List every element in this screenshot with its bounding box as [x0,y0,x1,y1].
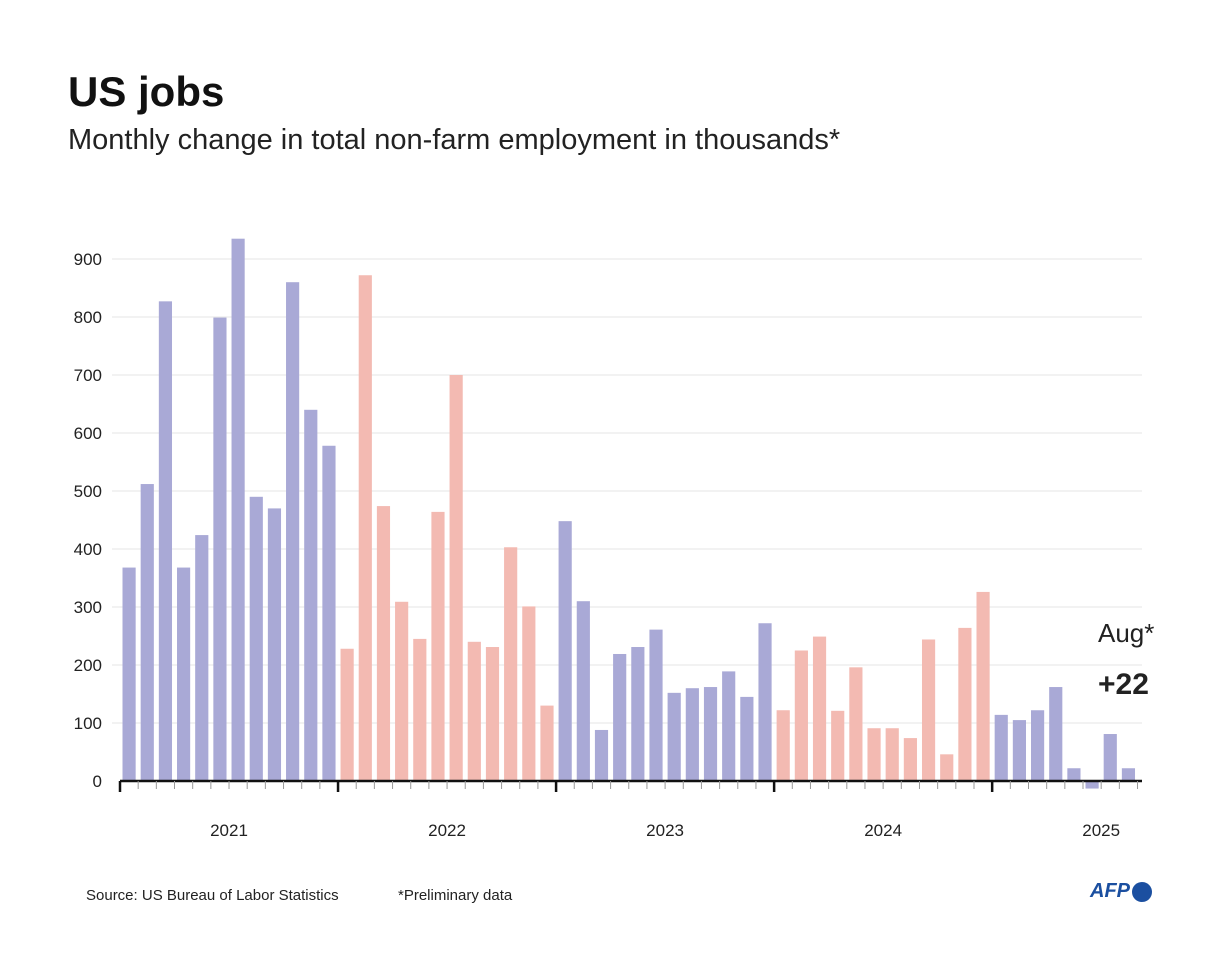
y-tick-label: 900 [74,250,102,269]
bar [776,710,790,781]
bar [1067,768,1081,781]
bar [522,606,536,781]
bar [885,728,899,781]
bar [140,484,154,781]
y-tick-label: 0 [93,772,102,791]
x-year-label: 2022 [428,821,466,840]
bar [576,601,590,781]
bar [794,650,808,781]
x-year-label: 2023 [646,821,684,840]
bar [976,591,990,781]
bar [249,496,263,781]
bar [195,535,209,781]
bar [122,567,136,781]
bar [395,601,409,781]
bar [540,705,554,781]
bar [1031,710,1045,781]
bar [376,506,391,781]
x-year-label: 2021 [210,821,248,840]
bar [304,409,318,781]
bar [558,521,572,781]
bar [685,688,699,781]
bar [831,710,845,781]
bar [340,648,354,781]
bar [467,641,481,781]
bar [177,567,191,781]
y-tick-label: 700 [74,366,102,385]
bar [158,301,173,781]
source-note: Source: US Bureau of Labor Statistics [86,887,339,904]
x-year-label: 2024 [864,821,902,840]
bar [1049,687,1063,781]
y-tick-label: 100 [74,714,102,733]
bar [213,317,227,781]
bar [358,275,372,781]
bar [286,282,300,781]
afp-logo-dot [1132,881,1152,902]
bar [231,238,245,781]
bar [594,729,609,781]
bar [722,671,736,781]
bar [758,623,772,781]
y-tick-label: 200 [74,656,102,675]
bar [613,653,627,781]
bar [1103,734,1117,781]
bar [703,687,718,781]
x-year-label: 2025 [1082,821,1120,840]
bar [812,636,827,781]
y-tick-label: 600 [74,424,102,443]
y-tick-label: 400 [74,540,102,559]
bar [958,627,972,781]
bar [1012,720,1026,781]
chart-title: US jobs [68,68,225,115]
bar [903,738,917,781]
bar [667,692,681,781]
bar [485,647,500,781]
bar [921,639,936,781]
bar [504,547,518,781]
afp-logo: AFP [1090,880,1152,903]
chart-subtitle: Monthly change in total non-farm employm… [68,124,841,156]
bar [649,629,663,781]
bar [940,754,954,781]
bar [740,696,754,781]
bar [431,511,445,781]
annotation-value: +22 [1098,668,1149,701]
bar [413,638,427,781]
y-tick-label: 300 [74,598,102,617]
bar [322,445,336,781]
bar [631,647,645,781]
bar [449,375,463,781]
preliminary-note: *Preliminary data [398,887,513,904]
bar [1085,781,1099,789]
afp-logo-text: AFP [1090,880,1130,902]
bar [267,508,282,781]
annotation-label: Aug* [1098,618,1155,648]
bar [867,728,881,781]
y-tick-label: 800 [74,308,102,327]
bar [849,667,863,781]
y-tick-label: 500 [74,482,102,501]
bar [1121,768,1136,781]
bar [994,714,1008,781]
